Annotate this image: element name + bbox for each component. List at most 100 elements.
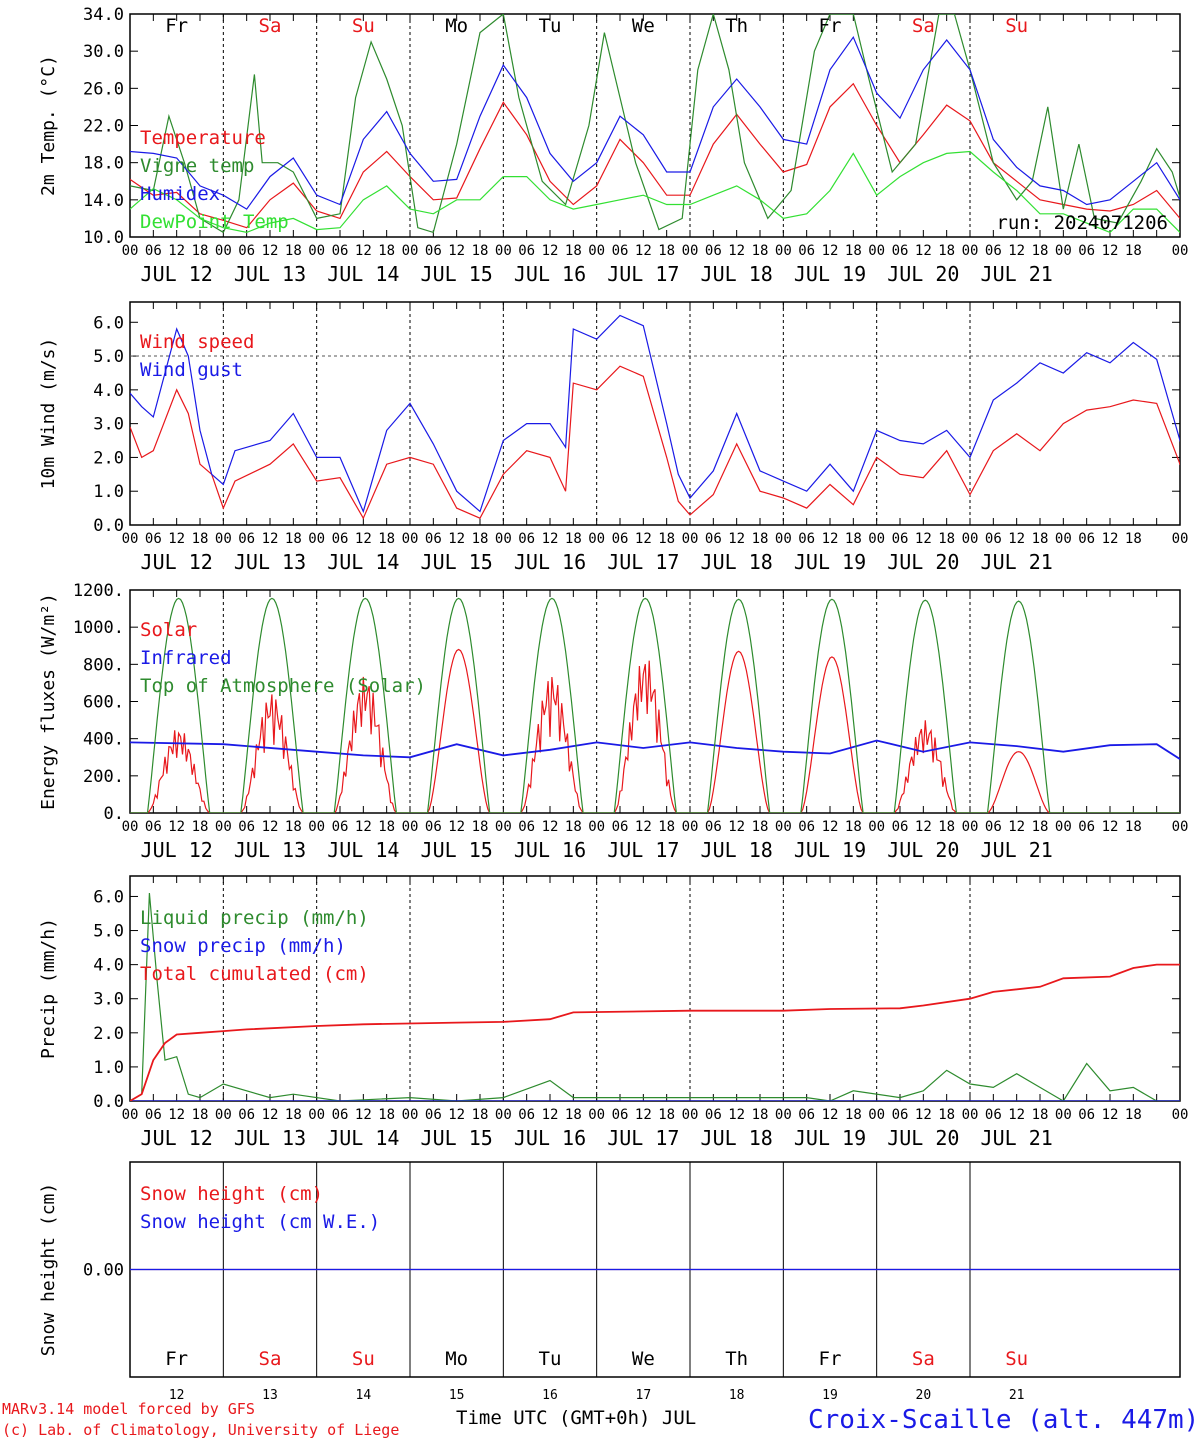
x-tick-label: 12 — [448, 531, 465, 547]
date-label: JUL 18 — [701, 1126, 773, 1150]
x-tick-label: 00 — [1172, 1107, 1189, 1123]
y-tick-label: 400. — [83, 730, 124, 750]
x-tick-label: 00 — [402, 1107, 419, 1123]
series-line — [130, 14, 1180, 234]
x-tick-label: 18 — [938, 819, 955, 835]
date-label: JUL 17 — [607, 550, 679, 574]
y-axis-label: Snow height (cm) — [38, 1183, 59, 1356]
x-tick-label: 00 — [308, 819, 325, 835]
x-tick-label: 18 — [845, 1107, 862, 1123]
legend-entry: Snow height (cm W.E.) — [140, 1211, 380, 1233]
day-number-label: 17 — [636, 1388, 652, 1403]
x-tick-label: 06 — [518, 1107, 535, 1123]
date-label: JUL 19 — [794, 1126, 866, 1150]
x-tick-label: 12 — [635, 1107, 652, 1123]
chart-text: 10.0 14.0 18.0 22.0 26.0 30.0 34.0 00 06 12 18 00 06… — [38, 5, 1188, 1403]
x-tick-label: 18 — [752, 243, 769, 259]
x-tick-label: 18 — [752, 819, 769, 835]
x-tick-label: 18 — [938, 531, 955, 547]
x-tick-label: 00 — [775, 243, 792, 259]
x-tick-label: 06 — [985, 243, 1002, 259]
weekday-label: Tu — [539, 1348, 562, 1370]
x-tick-label: 12 — [168, 819, 185, 835]
x-tick-label: 18 — [565, 819, 582, 835]
date-label: JUL 19 — [794, 550, 866, 574]
x-tick-label: 00 — [402, 819, 419, 835]
x-tick-label: 00 — [495, 1107, 512, 1123]
x-tick-label: 06 — [612, 819, 629, 835]
x-tick-label: 18 — [658, 1107, 675, 1123]
x-tick-label: 00 — [588, 243, 605, 259]
x-tick-label: 06 — [798, 243, 815, 259]
x-tick-label: 12 — [1102, 531, 1119, 547]
x-tick-label: 00 — [495, 819, 512, 835]
weekday-label: Fr — [165, 15, 188, 37]
series-line — [130, 82, 1180, 229]
x-tick-label: 12 — [1008, 531, 1025, 547]
x-tick-label: 12 — [822, 819, 839, 835]
x-tick-label: 18 — [752, 1107, 769, 1123]
x-tick-label: 06 — [1078, 819, 1095, 835]
date-label: JUL 19 — [794, 838, 866, 862]
legend-entry: Top of Atmosphere (Solar) — [140, 675, 426, 697]
date-label: JUL 20 — [887, 262, 959, 286]
legend-entry: Infrared — [140, 647, 232, 669]
x-tick-label: 00 — [775, 819, 792, 835]
y-tick-label: 1000. — [73, 618, 124, 638]
date-label: JUL 16 — [514, 1126, 586, 1150]
date-label: JUL 17 — [607, 1126, 679, 1150]
legend-entry: Temperature — [140, 127, 266, 149]
weekday-label: Fr — [819, 1348, 842, 1370]
x-tick-label: 12 — [915, 1107, 932, 1123]
x-tick-label: 18 — [658, 531, 675, 547]
x-tick-label: 18 — [658, 243, 675, 259]
x-tick-label: 06 — [1078, 243, 1095, 259]
x-tick-label: 12 — [1102, 819, 1119, 835]
x-tick-label: 00 — [962, 819, 979, 835]
x-tick-label: 18 — [378, 243, 395, 259]
day-number-label: 19 — [822, 1388, 838, 1403]
x-tick-label: 18 — [658, 819, 675, 835]
y-tick-label: 600. — [83, 693, 124, 713]
date-label: JUL 20 — [887, 838, 959, 862]
date-label: JUL 17 — [607, 262, 679, 286]
y-tick-label: 26.0 — [83, 79, 124, 99]
legend-entry: Snow precip (mm/h) — [140, 935, 346, 957]
x-tick-label: 12 — [728, 243, 745, 259]
date-label: JUL 12 — [141, 1126, 213, 1150]
y-tick-label: 3.0 — [93, 415, 124, 435]
x-tick-label: 18 — [472, 243, 489, 259]
weekday-label: Fr — [165, 1348, 188, 1370]
x-tick-label: 06 — [798, 1107, 815, 1123]
x-tick-label: 00 — [588, 819, 605, 835]
x-tick-label: 18 — [472, 819, 489, 835]
date-label: JUL 20 — [887, 550, 959, 574]
date-label: JUL 17 — [607, 838, 679, 862]
x-tick-label: 00 — [1172, 243, 1189, 259]
x-tick-label: 00 — [1055, 1107, 1072, 1123]
x-tick-label: 06 — [798, 819, 815, 835]
y-tick-label: 18.0 — [83, 154, 124, 174]
x-tick-label: 18 — [845, 531, 862, 547]
x-tick-label: 12 — [1102, 243, 1119, 259]
x-tick-label: 12 — [262, 531, 279, 547]
weekday-label: Mo — [445, 1348, 468, 1370]
x-tick-label: 18 — [938, 1107, 955, 1123]
x-tick-label: 18 — [565, 531, 582, 547]
x-tick-label: 12 — [355, 243, 372, 259]
weekday-label: Su — [352, 1348, 375, 1370]
x-tick-label: 06 — [892, 243, 909, 259]
y-tick-label: 10.0 — [83, 228, 124, 248]
x-tick-label: 18 — [1032, 531, 1049, 547]
date-label: JUL 14 — [327, 262, 399, 286]
x-tick-label: 18 — [378, 1107, 395, 1123]
x-tick-label: 18 — [1125, 1107, 1142, 1123]
weekday-label: Sa — [912, 15, 935, 37]
x-tick-label: 12 — [728, 531, 745, 547]
x-tick-label: 00 — [962, 531, 979, 547]
panel-frame — [129, 13, 1181, 238]
x-tick-label: 12 — [822, 1107, 839, 1123]
date-label: JUL 16 — [514, 262, 586, 286]
x-tick-label: 18 — [285, 1107, 302, 1123]
